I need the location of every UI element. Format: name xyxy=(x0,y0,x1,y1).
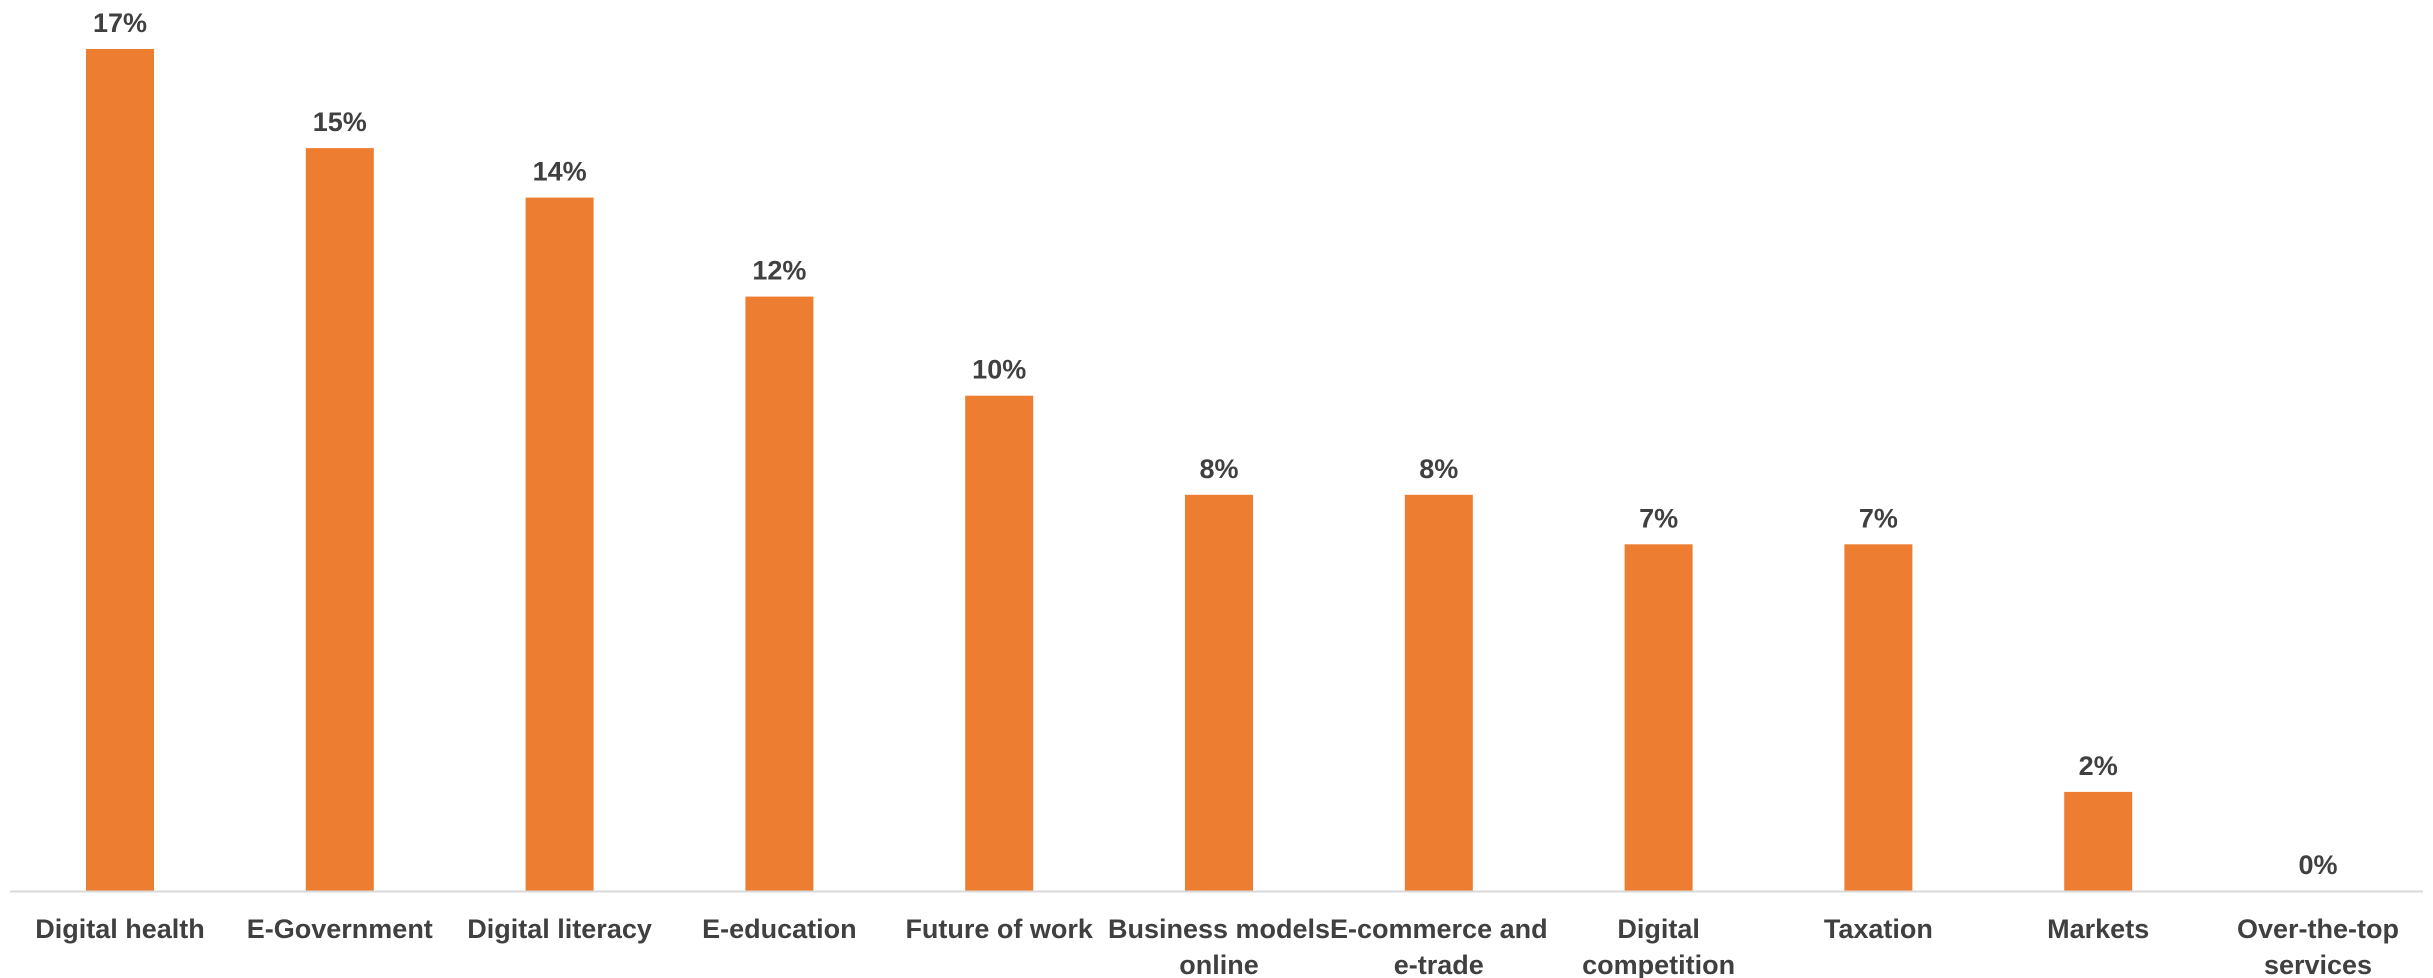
category-label-7-line-1: competition xyxy=(1582,950,1735,978)
category-label-10-line-0: Over-the-top xyxy=(2237,914,2399,944)
category-label-2: Digital literacy xyxy=(467,914,652,944)
bars-group xyxy=(86,49,2133,892)
data-label-1: 15% xyxy=(313,107,367,137)
bar-8 xyxy=(1844,544,1913,891)
data-label-4: 10% xyxy=(972,355,1026,385)
data-label-8: 7% xyxy=(1859,503,1898,533)
category-label-6-line-0: E-commerce and xyxy=(1330,914,1548,944)
data-label-7: 7% xyxy=(1639,503,1678,533)
category-labels-group: Digital health E-Government Digital litera… xyxy=(35,914,2399,978)
category-label-6-line-1: e-trade xyxy=(1394,950,1484,978)
category-label-9: Markets xyxy=(2047,914,2149,944)
category-label-0: Digital health xyxy=(35,914,205,944)
category-label-5-line-0: Business models xyxy=(1108,914,1330,944)
category-label-10-line-1: services xyxy=(2264,950,2372,978)
category-label-1: E-Government xyxy=(247,914,433,944)
data-label-10: 0% xyxy=(2298,850,2337,880)
category-label-4: Future of work xyxy=(905,914,1093,944)
data-label-6: 8% xyxy=(1419,454,1458,484)
bar-2 xyxy=(525,197,594,892)
category-label-7-line-0: Digital xyxy=(1617,914,1700,944)
bar-9 xyxy=(2064,791,2133,891)
bar-5 xyxy=(1185,494,1253,891)
data-label-3: 12% xyxy=(752,256,806,286)
bar-6 xyxy=(1404,494,1473,891)
bar-3 xyxy=(745,296,814,892)
bar-7 xyxy=(1624,544,1693,891)
data-label-0: 17% xyxy=(93,8,147,38)
bar-1 xyxy=(305,148,374,892)
category-label-5-line-1: online xyxy=(1179,950,1259,978)
data-label-5: 8% xyxy=(1199,454,1238,484)
data-label-2: 14% xyxy=(533,157,587,187)
category-label-3: E-education xyxy=(702,914,857,944)
bar-4 xyxy=(965,395,1034,891)
data-label-9: 2% xyxy=(2079,751,2118,781)
bar-0 xyxy=(86,49,154,891)
value-labels-group: 17% 15% 14% 12% 10% 8% 8% 7% 7% 2% 0% xyxy=(93,8,2338,880)
category-label-8: Taxation xyxy=(1824,914,1933,944)
